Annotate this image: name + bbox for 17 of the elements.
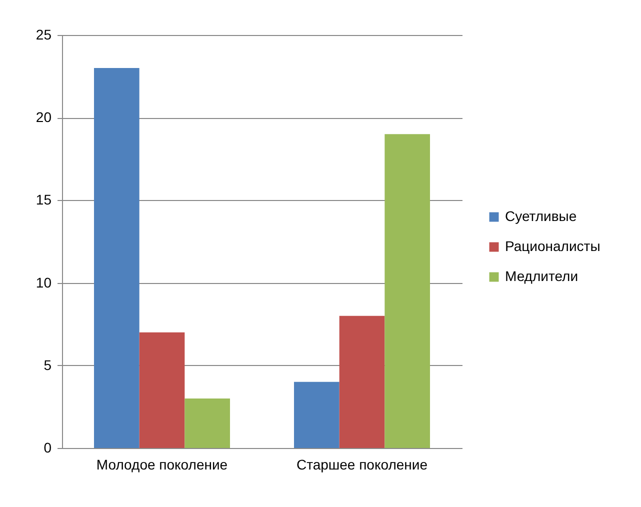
legend-label: Суетливые — [505, 208, 577, 224]
bar — [184, 398, 230, 448]
y-tick-label: 15 — [36, 192, 52, 208]
y-tick-label: 20 — [36, 109, 52, 126]
y-tick-label: 25 — [36, 26, 52, 42]
bar — [94, 68, 140, 448]
legend-label: Медлители — [505, 268, 578, 284]
bar — [294, 382, 340, 448]
x-tick-label: Молодое поколение — [96, 456, 228, 472]
bar — [384, 134, 430, 448]
bar — [339, 316, 385, 448]
y-tick-label: 0 — [44, 440, 52, 456]
y-tick-label: 10 — [36, 274, 52, 290]
bar — [139, 332, 185, 448]
x-tick-label: Старшее поколение — [296, 456, 428, 472]
y-tick-label: 5 — [44, 356, 52, 373]
legend-label: Рационалисты — [505, 238, 600, 254]
